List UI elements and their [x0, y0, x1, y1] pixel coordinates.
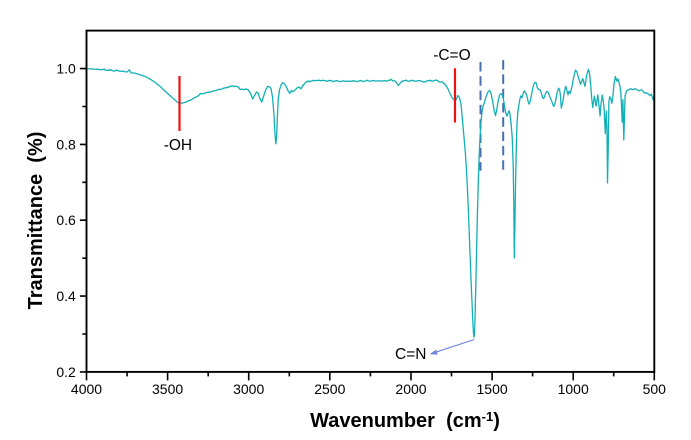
svg-text:-OH: -OH: [164, 137, 192, 154]
svg-text:-C=O: -C=O: [433, 47, 470, 64]
svg-text:4000: 4000: [71, 381, 102, 397]
svg-text:C=N: C=N: [395, 346, 426, 363]
svg-text:500: 500: [643, 381, 667, 397]
svg-text:Wavenumber (cm-1): Wavenumber (cm-1): [310, 409, 500, 432]
svg-text:1500: 1500: [477, 381, 508, 397]
svg-text:3000: 3000: [233, 381, 264, 397]
svg-text:2000: 2000: [395, 381, 426, 397]
svg-text:0.8: 0.8: [56, 136, 76, 152]
svg-text:1000: 1000: [558, 381, 589, 397]
svg-text:0.2: 0.2: [56, 364, 76, 380]
svg-text:1.0: 1.0: [56, 61, 76, 77]
svg-text:Transmittance (%): Transmittance (%): [25, 132, 47, 310]
svg-text:2500: 2500: [314, 381, 345, 397]
svg-text:3500: 3500: [152, 381, 183, 397]
svg-text:0.4: 0.4: [56, 288, 76, 304]
svg-text:0.6: 0.6: [56, 212, 76, 228]
